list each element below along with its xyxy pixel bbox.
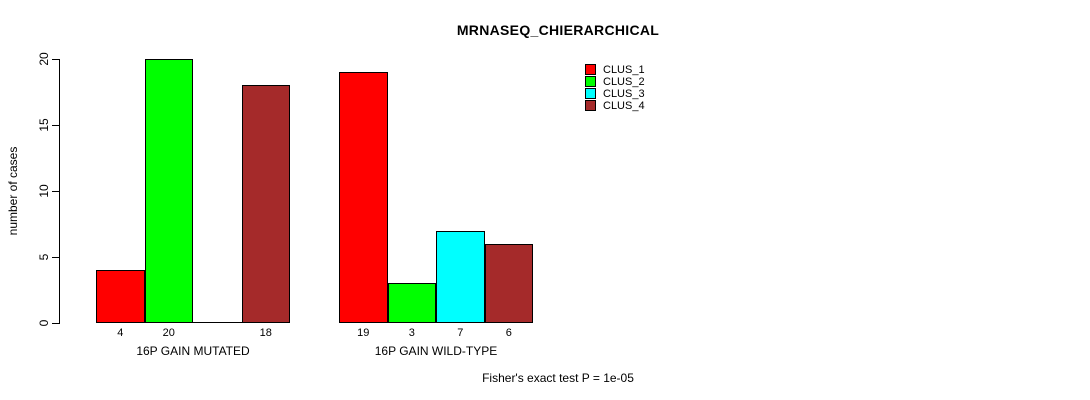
bar-clus_3-zero (193, 322, 242, 323)
bar-clus_3 (436, 230, 485, 323)
bar-value-label: 6 (505, 327, 512, 339)
legend-label: CLUS_2 (603, 76, 645, 88)
fisher-test-annotation: Fisher's exact test P = 1e-05 (482, 371, 634, 385)
chart-title: MRNASEQ_CHIERARCHICAL (456, 22, 660, 38)
bar-clus_1 (339, 72, 388, 323)
y-tick (52, 125, 59, 126)
bar-value-label: 4 (117, 327, 124, 339)
bar-clus_4 (484, 243, 533, 323)
bar-value-label: 7 (457, 327, 464, 339)
y-tick (52, 191, 59, 192)
bar-value-label: 18 (259, 327, 272, 339)
y-tick-label: 20 (37, 52, 51, 66)
bar-value-label: 20 (162, 327, 175, 339)
legend-swatch-clus_3 (585, 88, 596, 99)
bar-clus_2 (387, 283, 436, 323)
group-label: 16P GAIN WILD-TYPE (374, 344, 498, 358)
legend-swatch-clus_2 (585, 76, 596, 87)
bar-value-label: 19 (357, 327, 370, 339)
y-tick (52, 323, 59, 324)
group-label: 16P GAIN MUTATED (136, 344, 250, 358)
y-tick-label: 5 (37, 253, 51, 261)
legend-swatch-clus_1 (585, 64, 596, 75)
y-tick-label: 0 (37, 319, 51, 327)
legend-label: CLUS_4 (603, 100, 645, 112)
bar-value-label: 3 (408, 327, 415, 339)
y-tick (52, 257, 59, 258)
legend-swatch-clus_4 (585, 100, 596, 111)
bar-clus_1 (96, 270, 145, 323)
y-tick (52, 59, 59, 60)
legend-label: CLUS_3 (603, 88, 645, 100)
legend-label: CLUS_1 (603, 64, 645, 76)
bar-clus_2 (144, 59, 193, 323)
y-tick-label: 15 (37, 118, 51, 132)
y-axis-label: number of cases (6, 146, 20, 236)
bar-clus_4 (241, 85, 290, 323)
y-tick-label: 10 (37, 184, 51, 198)
y-axis-line (59, 59, 60, 324)
